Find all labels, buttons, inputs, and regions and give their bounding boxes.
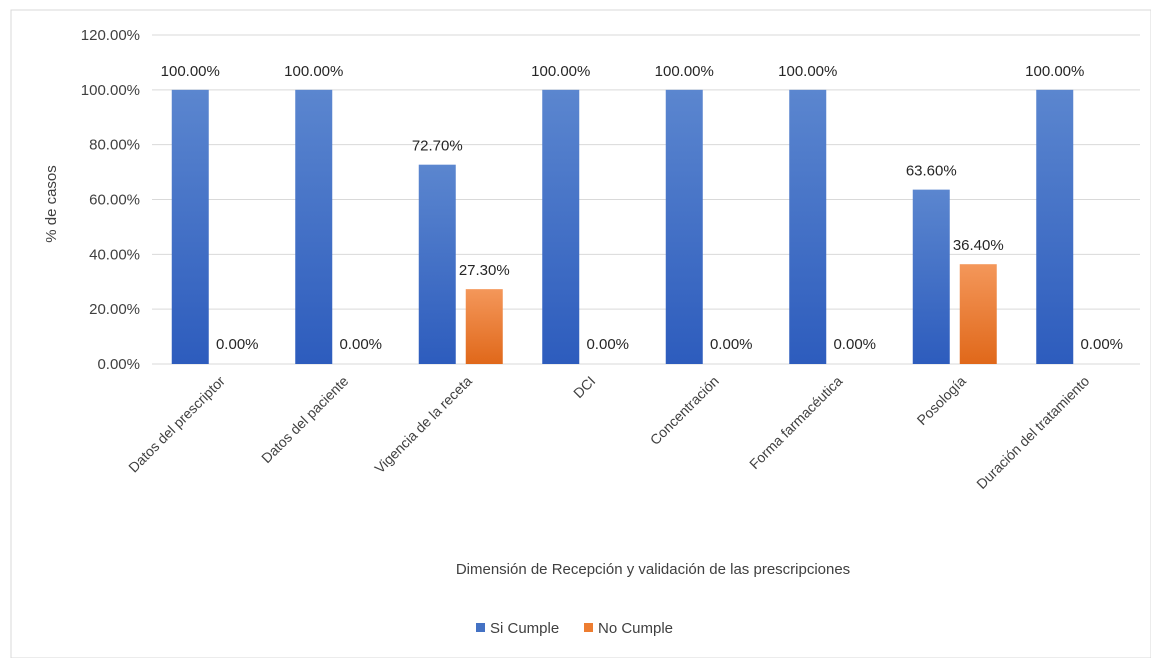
data-label-si-cumple: 72.70% [412,138,463,155]
bar-si-cumple [542,89,580,364]
y-tick-label: 100.00% [81,82,140,99]
legend-label-no-cumple: No Cumple [598,620,673,637]
y-tick-label: 80.00% [89,137,140,154]
data-label-si-cumple: 100.00% [778,63,837,80]
bars [171,89,1074,364]
bar-si-cumple [912,189,950,364]
y-tick-label: 0.00% [97,356,140,373]
y-tick-label: 60.00% [89,192,140,209]
x-axis-title: Dimensión de Recepción y validación de l… [456,561,850,578]
data-label-si-cumple: 63.60% [906,163,957,180]
data-label-no-cumple: 0.00% [710,336,753,353]
data-label-no-cumple: 0.00% [833,336,876,353]
y-tick-label: 40.00% [89,246,140,263]
y-tick-label: 120.00% [81,27,140,44]
data-label-no-cumple: 0.00% [586,336,629,353]
bar-no-cumple [959,264,997,364]
bar-no-cumple [465,289,503,364]
bar-si-cumple [295,89,333,364]
data-label-si-cumple: 100.00% [161,63,220,80]
bar-si-cumple [418,164,456,364]
bar-si-cumple [1036,89,1074,364]
data-label-no-cumple: 0.00% [216,336,259,353]
y-axis-title: % de casos [43,165,60,243]
data-labels: 100.00% 0.00% 100.00% 0.00% 72.70% 27.30% 100.… [161,63,1123,353]
bar-si-cumple [665,89,703,364]
legend: Si Cumple No Cumple [476,620,673,637]
bar-si-cumple [171,89,209,364]
data-label-no-cumple: 0.00% [1080,336,1123,353]
data-label-no-cumple: 0.00% [339,336,382,353]
bar-si-cumple [789,89,827,364]
data-label-si-cumple: 100.00% [655,63,714,80]
legend-swatch-no-cumple [584,623,593,632]
data-label-no-cumple: 36.40% [953,237,1004,254]
data-label-si-cumple: 100.00% [284,63,343,80]
legend-label-si-cumple: Si Cumple [490,620,559,637]
y-axis-ticks: 0.00% 20.00% 40.00% 60.00% 80.00% 100.00% 120.… [81,27,140,373]
data-label-si-cumple: 100.00% [1025,63,1084,80]
data-label-no-cumple: 27.30% [459,262,510,279]
data-label-si-cumple: 100.00% [531,63,590,80]
legend-swatch-si-cumple [476,623,485,632]
y-tick-label: 20.00% [89,301,140,318]
